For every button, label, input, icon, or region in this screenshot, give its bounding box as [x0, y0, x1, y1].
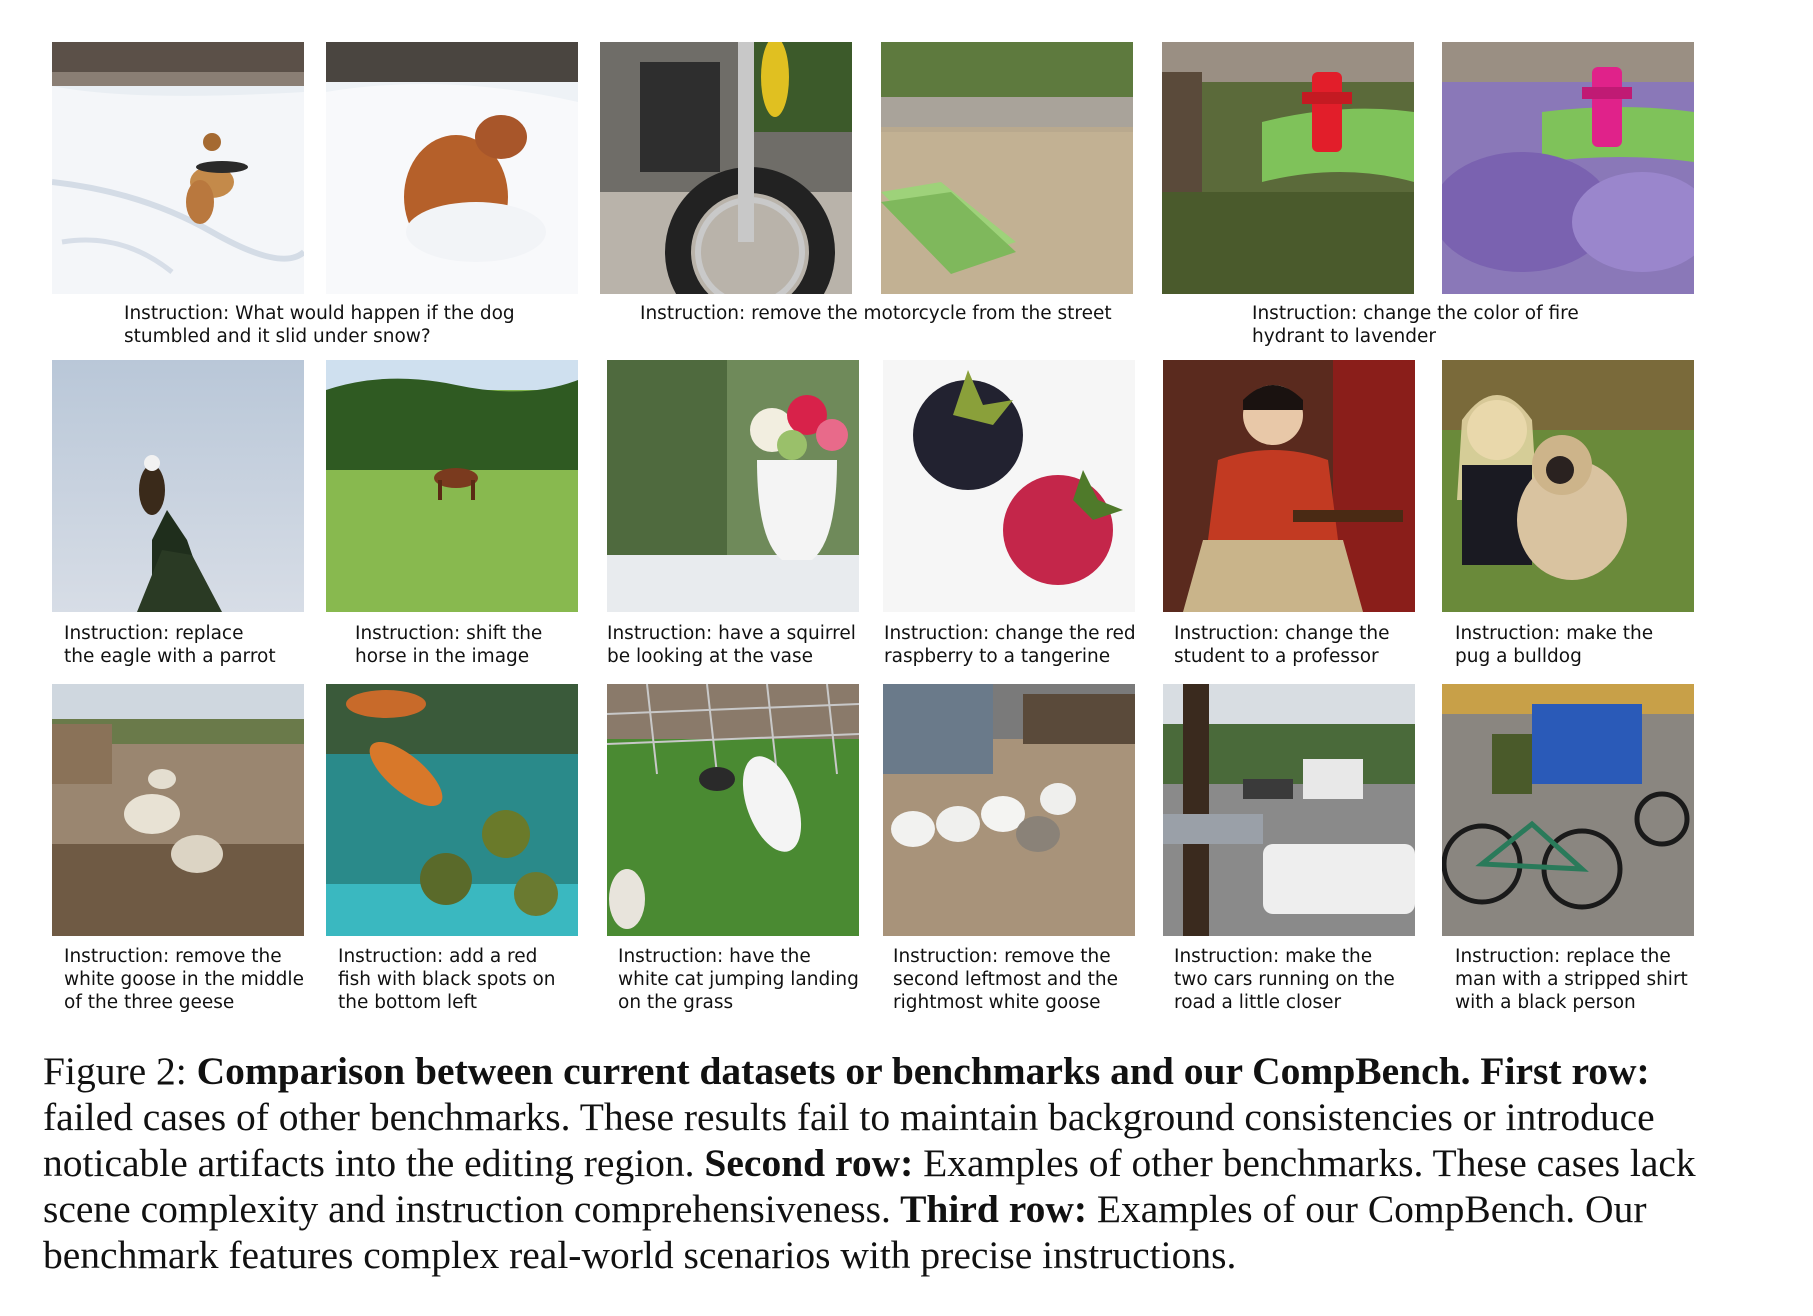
caption-line: Instruction: remove the	[893, 946, 1111, 967]
caption-bold-title: Comparison between current datasets or b…	[196, 1049, 1471, 1093]
image-dog-sitting-in-snow	[326, 42, 578, 294]
caption-row2-5: Instruction: change the student to a pro…	[1174, 622, 1389, 668]
image-empty-street-with-bench	[881, 42, 1133, 294]
caption-row1-3: Instruction: change the color of fire hy…	[1252, 302, 1579, 348]
caption-line: Instruction: add a red	[338, 946, 538, 967]
image-student-painting	[1163, 360, 1415, 612]
caption-line: with a black person	[1455, 992, 1636, 1013]
caption-row1-2: Instruction: remove the motorcycle from …	[640, 302, 1112, 325]
caption-line: fish with black spots on	[338, 969, 556, 990]
caption-line: the bottom left	[338, 992, 477, 1013]
caption-row1-1: Instruction: What would happen if the do…	[124, 302, 515, 348]
caption-line: white cat jumping landing	[618, 969, 859, 990]
image-blackberry-and-raspberry	[883, 360, 1135, 612]
caption-text-second-row: Examples of other benchmarks. These case…	[43, 1141, 1696, 1231]
caption-row3-1: Instruction: remove the white goose in t…	[64, 945, 304, 1014]
caption-text-first-row: failed cases of other benchmarks. These …	[43, 1095, 1655, 1185]
caption-line: Instruction: change the red	[884, 623, 1136, 644]
caption-row2-1: Instruction: replace the eagle with a pa…	[64, 622, 276, 668]
caption-line: Instruction: make the	[1174, 946, 1373, 967]
caption-line: road a little closer	[1174, 992, 1342, 1013]
image-lavender-fire-hydrant	[1442, 42, 1694, 294]
figure-label: Figure 2:	[43, 1049, 197, 1093]
caption-row2-4: Instruction: change the red raspberry to…	[884, 622, 1136, 668]
image-red-fire-hydrant	[1162, 42, 1414, 294]
caption-row3-2: Instruction: add a red fish with black s…	[338, 945, 556, 1014]
caption-line: horse in the image	[355, 646, 530, 667]
image-girl-with-pug	[1442, 360, 1694, 612]
caption-line: Instruction: remove the motorcycle from …	[640, 303, 1112, 324]
image-dog-with-frisbee-in-snow	[52, 42, 304, 294]
image-white-cat-on-grass	[607, 684, 859, 936]
caption-line: Instruction: replace the	[1455, 946, 1671, 967]
caption-line: the eagle with a parrot	[64, 646, 276, 667]
image-eagle-on-tree	[52, 360, 304, 612]
image-man-on-bicycle	[1442, 684, 1694, 936]
caption-line: on the grass	[618, 992, 734, 1013]
caption-line: hydrant to lavender	[1252, 326, 1436, 347]
image-geese-on-dirt	[883, 684, 1135, 936]
image-motorcycle-on-street	[600, 42, 852, 294]
caption-line: Instruction: replace	[64, 623, 244, 644]
image-street-with-cars	[1163, 684, 1415, 936]
figure-caption: Figure 2: Comparison between current dat…	[43, 1048, 1743, 1278]
caption-line: stumbled and it slid under snow?	[124, 326, 431, 347]
caption-line: of the three geese	[64, 992, 235, 1013]
caption-bold-third-row: Third row:	[890, 1187, 1087, 1231]
caption-line: man with a stripped shirt	[1455, 969, 1688, 990]
caption-line: Instruction: change the	[1174, 623, 1390, 644]
caption-row3-4: Instruction: remove the second leftmost …	[893, 945, 1118, 1014]
caption-line: pug a bulldog	[1455, 646, 1582, 667]
caption-line: Instruction: shift the	[355, 623, 543, 644]
caption-line: Instruction: have a squirrel	[607, 623, 856, 644]
caption-line: Instruction: make the	[1455, 623, 1654, 644]
image-fish-aquarium	[326, 684, 578, 936]
caption-row2-6: Instruction: make the pug a bulldog	[1455, 622, 1653, 668]
caption-line: student to a professor	[1174, 646, 1379, 667]
caption-line: white goose in the middle	[64, 969, 304, 990]
caption-line: raspberry to a tangerine	[884, 646, 1111, 667]
image-sheep-farmyard	[52, 684, 304, 936]
caption-line: Instruction: What would happen if the do…	[124, 303, 515, 324]
caption-bold-first-row: First row:	[1470, 1049, 1650, 1093]
caption-row3-3: Instruction: have the white cat jumping …	[618, 945, 859, 1014]
caption-line: be looking at the vase	[607, 646, 814, 667]
image-flower-vase	[607, 360, 859, 612]
caption-text-third-row: Examples of our CompBench. Our benchmark…	[43, 1187, 1647, 1277]
caption-line: Instruction: have the	[618, 946, 811, 967]
caption-row3-5: Instruction: make the two cars running o…	[1174, 945, 1395, 1014]
caption-line: rightmost white goose	[893, 992, 1101, 1013]
caption-line: Instruction: remove the	[64, 946, 282, 967]
caption-row2-2: Instruction: shift the horse in the imag…	[355, 622, 542, 668]
image-horse-in-field	[326, 360, 578, 612]
caption-line: second leftmost and the	[893, 969, 1118, 990]
caption-row3-6: Instruction: replace the man with a stri…	[1455, 945, 1688, 1014]
caption-line: Instruction: change the color of fire	[1252, 303, 1579, 324]
caption-row2-3: Instruction: have a squirrel be looking …	[607, 622, 856, 668]
caption-bold-second-row: Second row:	[694, 1141, 914, 1185]
caption-line: two cars running on the	[1174, 969, 1395, 990]
